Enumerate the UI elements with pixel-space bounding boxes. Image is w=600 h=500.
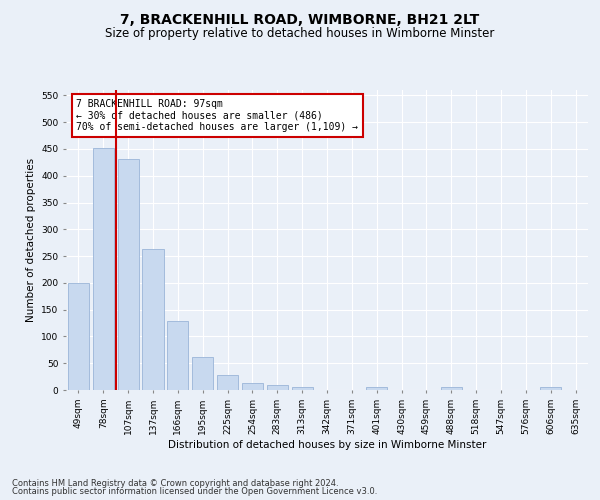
Bar [267, 385, 288, 390]
Bar [192, 357, 213, 390]
Text: Contains HM Land Registry data © Crown copyright and database right 2024.: Contains HM Land Registry data © Crown c… [12, 478, 338, 488]
Bar [167, 322, 188, 390]
Bar [68, 283, 89, 390]
Y-axis label: Number of detached properties: Number of detached properties [26, 158, 35, 322]
Bar [118, 158, 139, 390]
Bar [242, 382, 263, 390]
Text: 7, BRACKENHILL ROAD, WIMBORNE, BH21 2LT: 7, BRACKENHILL ROAD, WIMBORNE, BH21 2LT [121, 12, 479, 26]
Bar [93, 148, 114, 390]
Text: Size of property relative to detached houses in Wimborne Minster: Size of property relative to detached ho… [106, 28, 494, 40]
Bar [217, 375, 238, 390]
X-axis label: Distribution of detached houses by size in Wimborne Minster: Distribution of detached houses by size … [168, 440, 486, 450]
Bar [540, 388, 561, 390]
Text: 7 BRACKENHILL ROAD: 97sqm
← 30% of detached houses are smaller (486)
70% of semi: 7 BRACKENHILL ROAD: 97sqm ← 30% of detac… [76, 99, 358, 132]
Text: Contains public sector information licensed under the Open Government Licence v3: Contains public sector information licen… [12, 487, 377, 496]
Bar [292, 387, 313, 390]
Bar [142, 248, 164, 390]
Bar [441, 388, 462, 390]
Bar [366, 387, 387, 390]
